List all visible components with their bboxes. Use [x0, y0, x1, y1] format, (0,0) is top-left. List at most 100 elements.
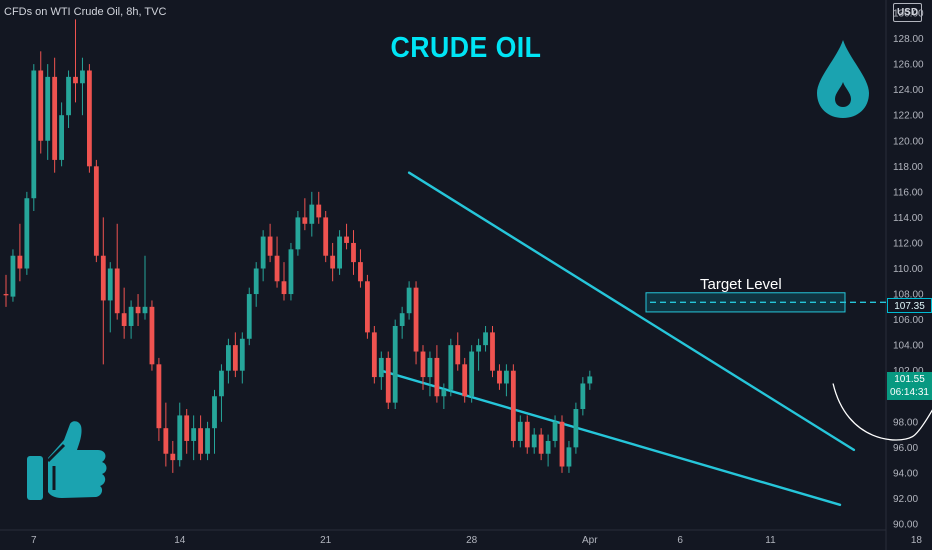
candle	[545, 434, 551, 467]
candle	[469, 345, 475, 403]
candle	[358, 249, 363, 288]
candle-body	[559, 421, 565, 467]
candle	[17, 223, 23, 282]
candle-body	[392, 325, 398, 403]
candle-body	[66, 76, 71, 116]
candle-body	[38, 70, 44, 141]
trendline-lower[interactable]	[380, 369, 842, 507]
thumbs-up-icon	[27, 421, 107, 500]
price-tick-label: 114.00	[893, 213, 923, 224]
candle-body	[3, 294, 9, 296]
candle-body	[406, 287, 412, 314]
candle	[531, 428, 537, 454]
candle	[219, 364, 224, 422]
candle-body	[274, 255, 280, 282]
time-tick-label: Apr	[582, 535, 598, 546]
candle-body	[17, 255, 23, 269]
candle	[559, 415, 565, 473]
candle-body	[399, 313, 405, 326]
candle	[10, 249, 16, 302]
time-tick-label: 7	[31, 535, 37, 546]
candle	[517, 415, 523, 448]
candle	[448, 338, 454, 397]
currency-button[interactable]: USD	[893, 3, 922, 22]
symbol-info[interactable]: CFDs on WTI Crude Oil, 8h, TVC	[4, 6, 167, 18]
candle-body	[420, 351, 426, 378]
candle	[510, 364, 516, 448]
candle-body	[170, 453, 176, 461]
candle-body	[385, 357, 391, 403]
candle-body	[281, 281, 287, 295]
target-level-label: Target Level	[700, 276, 782, 293]
candle	[330, 242, 336, 282]
candle-body	[351, 242, 356, 263]
candle-body	[476, 345, 481, 352]
candle-body	[531, 434, 537, 448]
candle-body	[288, 249, 294, 295]
candle-body	[198, 428, 203, 454]
price-tick-label: 92.00	[893, 494, 918, 505]
candle-body	[504, 370, 509, 384]
candle	[337, 230, 342, 275]
last-price-value: 101.55	[894, 374, 925, 385]
candle	[274, 236, 280, 288]
candle	[191, 415, 197, 461]
candle-body	[524, 421, 530, 448]
price-tick-label: 96.00	[893, 443, 918, 454]
candle	[66, 70, 71, 128]
candle	[73, 19, 78, 103]
candle-body	[24, 198, 30, 269]
candle	[323, 211, 329, 263]
candle	[100, 217, 106, 365]
time-tick-label: 11	[765, 535, 776, 546]
trendline-upper[interactable]	[407, 171, 856, 452]
candle	[483, 325, 488, 352]
price-tick-label: 112.00	[893, 238, 923, 249]
candle-body	[427, 357, 433, 378]
candle	[149, 300, 155, 371]
candle-body	[59, 115, 64, 160]
candle-body	[323, 217, 329, 256]
candle	[87, 64, 92, 173]
candle	[455, 332, 461, 371]
candle	[184, 409, 190, 454]
candle-body	[573, 409, 579, 448]
candle-body	[87, 70, 92, 167]
candle-body	[469, 351, 475, 397]
chart-headline: CRUDE OIL	[390, 32, 542, 64]
candle-body	[177, 415, 183, 461]
price-tick-label: 130.00	[893, 9, 924, 20]
time-tick-label: 14	[174, 535, 186, 546]
candle-body	[309, 204, 315, 224]
candle	[163, 402, 169, 467]
candle	[392, 319, 398, 410]
candle	[156, 357, 162, 441]
candle	[232, 332, 238, 378]
candle-body	[212, 396, 217, 429]
candle-body	[462, 364, 468, 397]
candle-body	[580, 383, 586, 410]
time-tick-label: 6	[677, 535, 683, 546]
candle	[45, 64, 51, 160]
candle	[309, 191, 315, 237]
candle-body	[441, 389, 447, 397]
candle-body	[566, 447, 572, 467]
candle-body	[448, 345, 454, 390]
candle-body	[545, 440, 551, 454]
candle-body	[191, 428, 197, 441]
candle	[365, 274, 370, 339]
candle-body	[517, 421, 523, 441]
candle-body	[483, 332, 488, 346]
candle-body	[239, 338, 245, 371]
candle	[246, 287, 252, 346]
price-tick-label: 122.00	[893, 111, 924, 122]
price-tick-label: 102.00	[893, 366, 924, 377]
candle-body	[587, 376, 593, 384]
candle-body	[232, 345, 238, 371]
candle	[566, 440, 572, 473]
candle	[107, 262, 113, 333]
candle	[490, 325, 495, 378]
candle	[288, 242, 294, 301]
candle	[552, 415, 558, 448]
